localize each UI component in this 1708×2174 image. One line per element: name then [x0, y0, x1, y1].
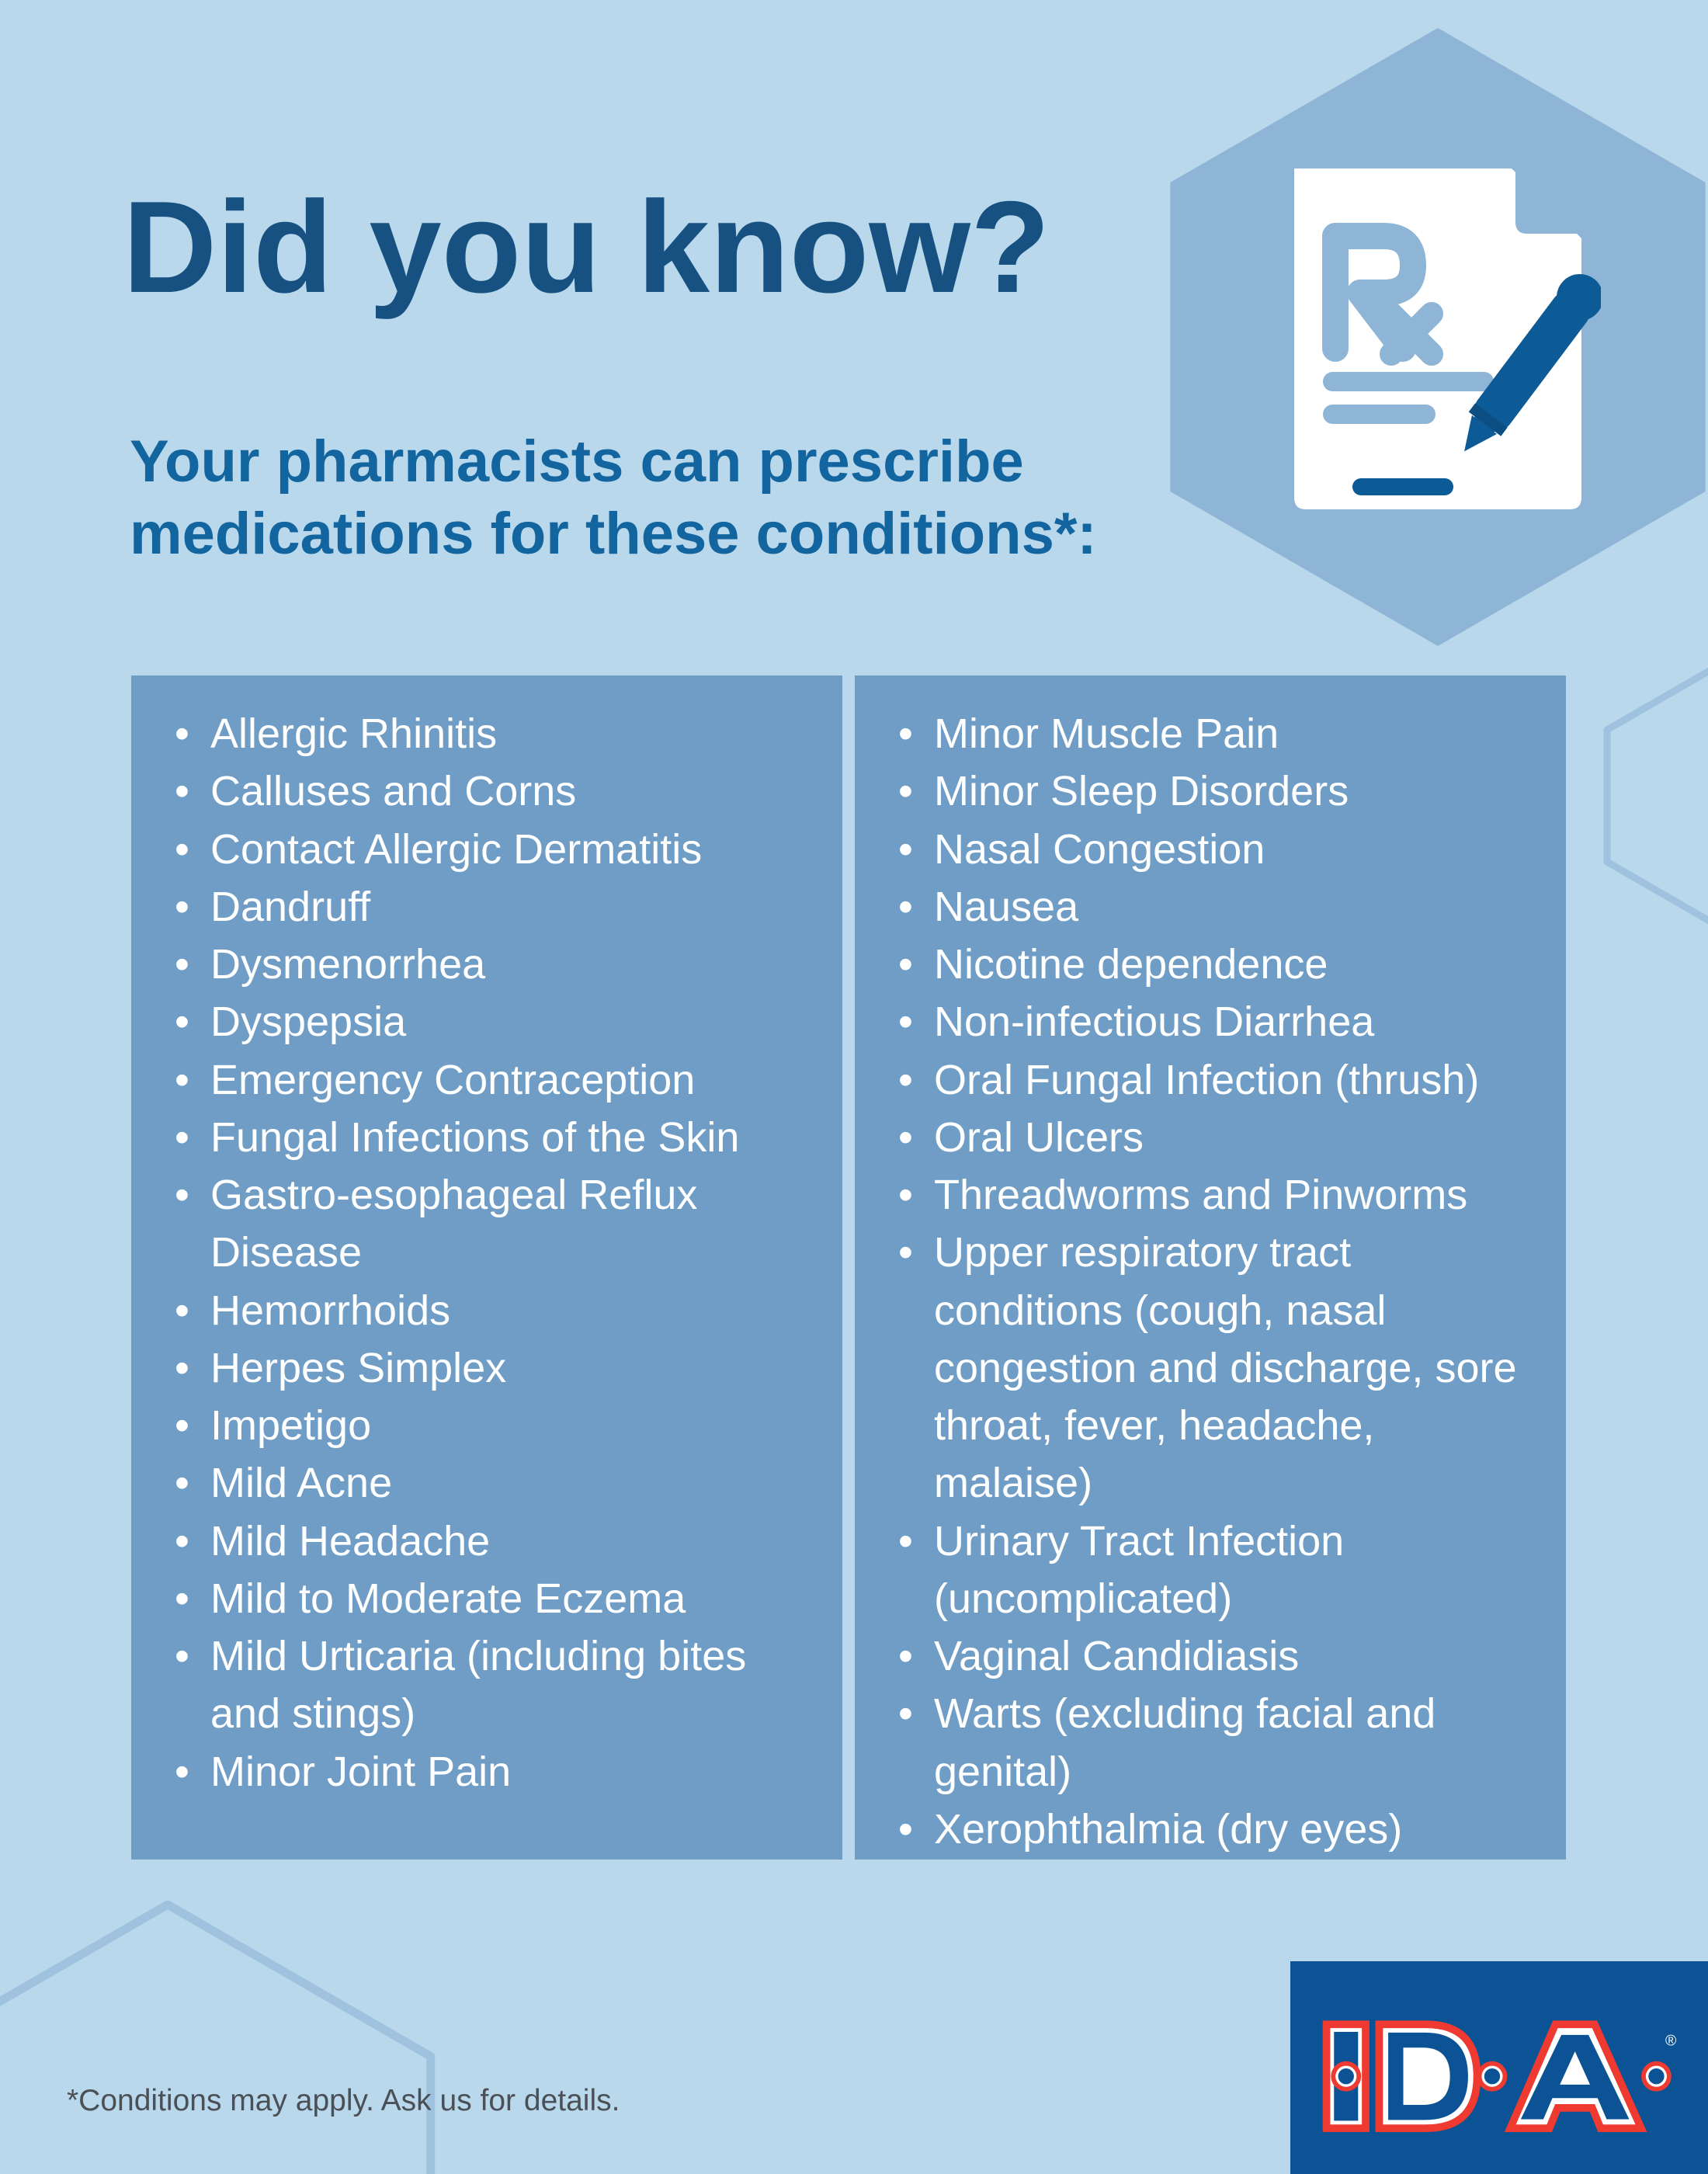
svg-text:®: ® — [1665, 2032, 1676, 2049]
